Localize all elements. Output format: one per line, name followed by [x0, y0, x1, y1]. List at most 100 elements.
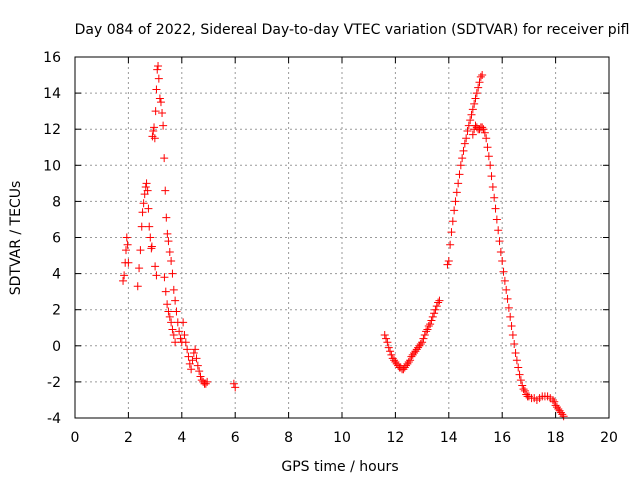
data-point	[518, 381, 527, 390]
data-point	[471, 94, 480, 103]
data-point	[171, 338, 180, 347]
data-point	[508, 330, 517, 339]
data-point	[502, 285, 511, 294]
data-point	[150, 123, 159, 132]
data-point	[558, 410, 567, 419]
data-point	[231, 383, 240, 392]
data-point	[514, 363, 523, 372]
data-point	[161, 287, 170, 296]
data-point	[191, 345, 200, 354]
data-point	[196, 372, 205, 381]
data-point	[160, 273, 169, 282]
data-point	[474, 83, 483, 92]
x-tick-label: 20	[600, 430, 618, 446]
data-point	[458, 154, 467, 163]
data-point	[428, 312, 437, 321]
data-point	[183, 345, 192, 354]
data-points	[119, 62, 568, 421]
x-tick-label: 10	[333, 430, 351, 446]
data-point	[506, 312, 515, 321]
data-point	[160, 154, 169, 163]
data-point	[432, 302, 441, 311]
x-tick-label: 2	[124, 430, 133, 446]
data-point	[559, 412, 568, 421]
data-point	[492, 215, 501, 224]
data-point	[503, 294, 512, 303]
data-point	[422, 327, 431, 336]
data-point	[154, 62, 163, 71]
data-point	[480, 128, 489, 137]
data-point	[418, 338, 427, 347]
data-point	[494, 226, 503, 235]
data-point	[488, 182, 497, 191]
data-point	[448, 217, 457, 226]
data-point	[164, 307, 173, 316]
data-point	[153, 65, 162, 74]
data-point	[145, 222, 154, 231]
data-point	[491, 204, 500, 213]
data-point	[193, 361, 202, 370]
data-point	[452, 188, 461, 197]
chart-title: Day 084 of 2022, Sidereal Day-to-day VTE…	[75, 22, 630, 38]
data-point	[195, 367, 204, 376]
y-tick-label: 10	[43, 158, 61, 174]
data-point	[424, 321, 433, 330]
y-tick-label: 0	[52, 339, 61, 355]
x-axis-label: GPS time / hours	[281, 459, 398, 475]
data-point	[498, 256, 507, 265]
data-point	[416, 339, 425, 348]
data-point	[455, 170, 464, 179]
data-point	[189, 349, 198, 358]
data-point	[167, 318, 176, 327]
data-point	[435, 296, 444, 305]
data-point	[496, 247, 505, 256]
data-point	[188, 356, 197, 365]
y-tick-label: 6	[52, 231, 61, 247]
data-point	[147, 244, 156, 253]
data-point	[151, 262, 160, 271]
data-point	[447, 228, 456, 237]
data-point	[144, 204, 153, 213]
y-tick-label: -2	[47, 375, 61, 391]
data-point	[146, 233, 155, 242]
data-point	[472, 89, 481, 98]
data-point	[423, 325, 432, 334]
data-point	[169, 285, 178, 294]
data-point	[479, 125, 488, 134]
data-point	[419, 334, 428, 343]
data-point	[119, 276, 128, 285]
x-tick-label: 4	[177, 430, 186, 446]
data-point	[500, 276, 509, 285]
data-point	[168, 325, 177, 334]
x-tick-label: 8	[284, 430, 293, 446]
data-point	[203, 377, 212, 386]
data-point	[187, 365, 196, 374]
data-point	[175, 327, 184, 336]
data-point	[467, 110, 476, 119]
data-point	[383, 338, 392, 347]
data-point	[468, 105, 477, 114]
data-point	[122, 233, 131, 242]
x-tick-label: 0	[71, 430, 80, 446]
data-point	[168, 269, 177, 278]
data-point	[482, 134, 491, 143]
data-point	[511, 349, 520, 358]
data-point	[487, 172, 496, 181]
data-point	[430, 309, 439, 318]
data-point	[141, 182, 150, 191]
data-point	[161, 186, 170, 195]
data-point	[139, 199, 148, 208]
data-point	[123, 240, 132, 249]
data-point	[515, 370, 524, 379]
data-point	[464, 121, 473, 130]
data-point	[135, 264, 144, 273]
y-tick-label: 2	[52, 303, 61, 319]
data-point	[470, 99, 479, 108]
y-tick-label: 14	[43, 86, 61, 102]
data-point	[386, 347, 395, 356]
data-point	[520, 386, 529, 395]
data-point	[133, 282, 142, 291]
data-point	[512, 356, 521, 365]
data-point	[142, 179, 151, 188]
data-point	[156, 98, 165, 107]
